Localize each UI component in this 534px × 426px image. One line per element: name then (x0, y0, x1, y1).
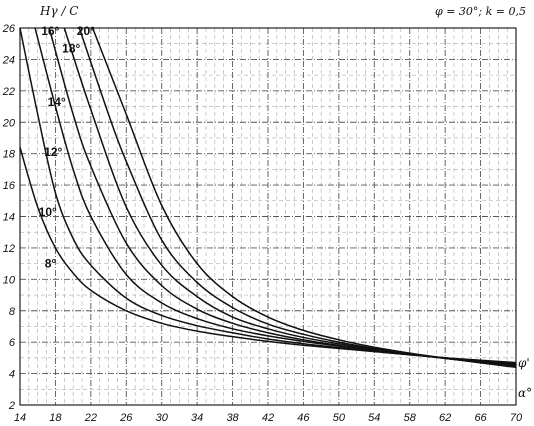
y-tick-label: 2 (8, 400, 15, 412)
curve-14-deg (48, 27, 517, 366)
curve-12-deg (34, 27, 517, 365)
x-tick-label: 66 (474, 412, 487, 424)
x-tick-label: 38 (226, 412, 239, 424)
y-tick-label: 10 (3, 274, 16, 286)
curve-16-deg (63, 27, 517, 367)
y-tick-label: 16 (3, 180, 16, 192)
curve-label-12-deg: 12° (44, 145, 62, 159)
x-tick-label: 18 (49, 412, 62, 424)
y-tick-label: 4 (9, 369, 15, 381)
y-tick-label: 6 (9, 337, 16, 349)
x-tick-label: 70 (510, 412, 523, 424)
curve-label-8-deg: 8° (45, 257, 57, 271)
curve-label-14-deg: 14° (48, 95, 66, 109)
y-tick-label: 20 (2, 117, 16, 129)
x-tick-label: 50 (333, 412, 346, 424)
x-tick-label: 62 (439, 412, 451, 424)
y-tick-label: 14 (3, 212, 15, 224)
x-tick-label: 14 (14, 412, 26, 424)
curves (19, 27, 517, 369)
curve-18-deg (78, 27, 517, 368)
y-tick-label: 8 (9, 306, 16, 318)
x-tick-label: 42 (262, 412, 274, 424)
x-tick-label: 34 (191, 412, 203, 424)
curve-label-20-deg: 20° (77, 24, 95, 38)
plot-frame (19, 27, 517, 406)
curve-20-deg (91, 27, 517, 369)
grid (19, 27, 517, 406)
tick-labels: 14 18 22 26 30 34 38 42 46 50 54 58 62 66 702468101214… (2, 23, 523, 424)
x-tick-label: 22 (84, 412, 97, 424)
y-tick-label: 26 (2, 23, 16, 35)
chart-parameters: φ = 30°; k = 0,5 (435, 5, 526, 18)
y-tick-label: 12 (3, 243, 15, 255)
curve-labels: 8° 10° 12° 14° 16°18° 20° (39, 24, 95, 270)
y-tick-label: 22 (2, 86, 15, 98)
right-axis-label: φ' (518, 356, 530, 370)
y-tick-label: 24 (2, 54, 15, 66)
curve-label-18-deg: 18° (62, 41, 80, 55)
x-tick-label: 54 (368, 412, 380, 424)
x-tick-label: 58 (404, 412, 417, 424)
x-tick-label: 30 (156, 412, 169, 424)
curve-label-10-deg: 10° (39, 205, 57, 219)
y-tick-label: 18 (3, 149, 16, 161)
x-axis-title: α° (518, 386, 532, 400)
curve-label-16-deg: 16° (41, 24, 59, 38)
x-tick-label: 26 (119, 412, 133, 424)
x-tick-label: 46 (297, 412, 310, 424)
y-axis-title: Hγ / C (39, 4, 79, 18)
